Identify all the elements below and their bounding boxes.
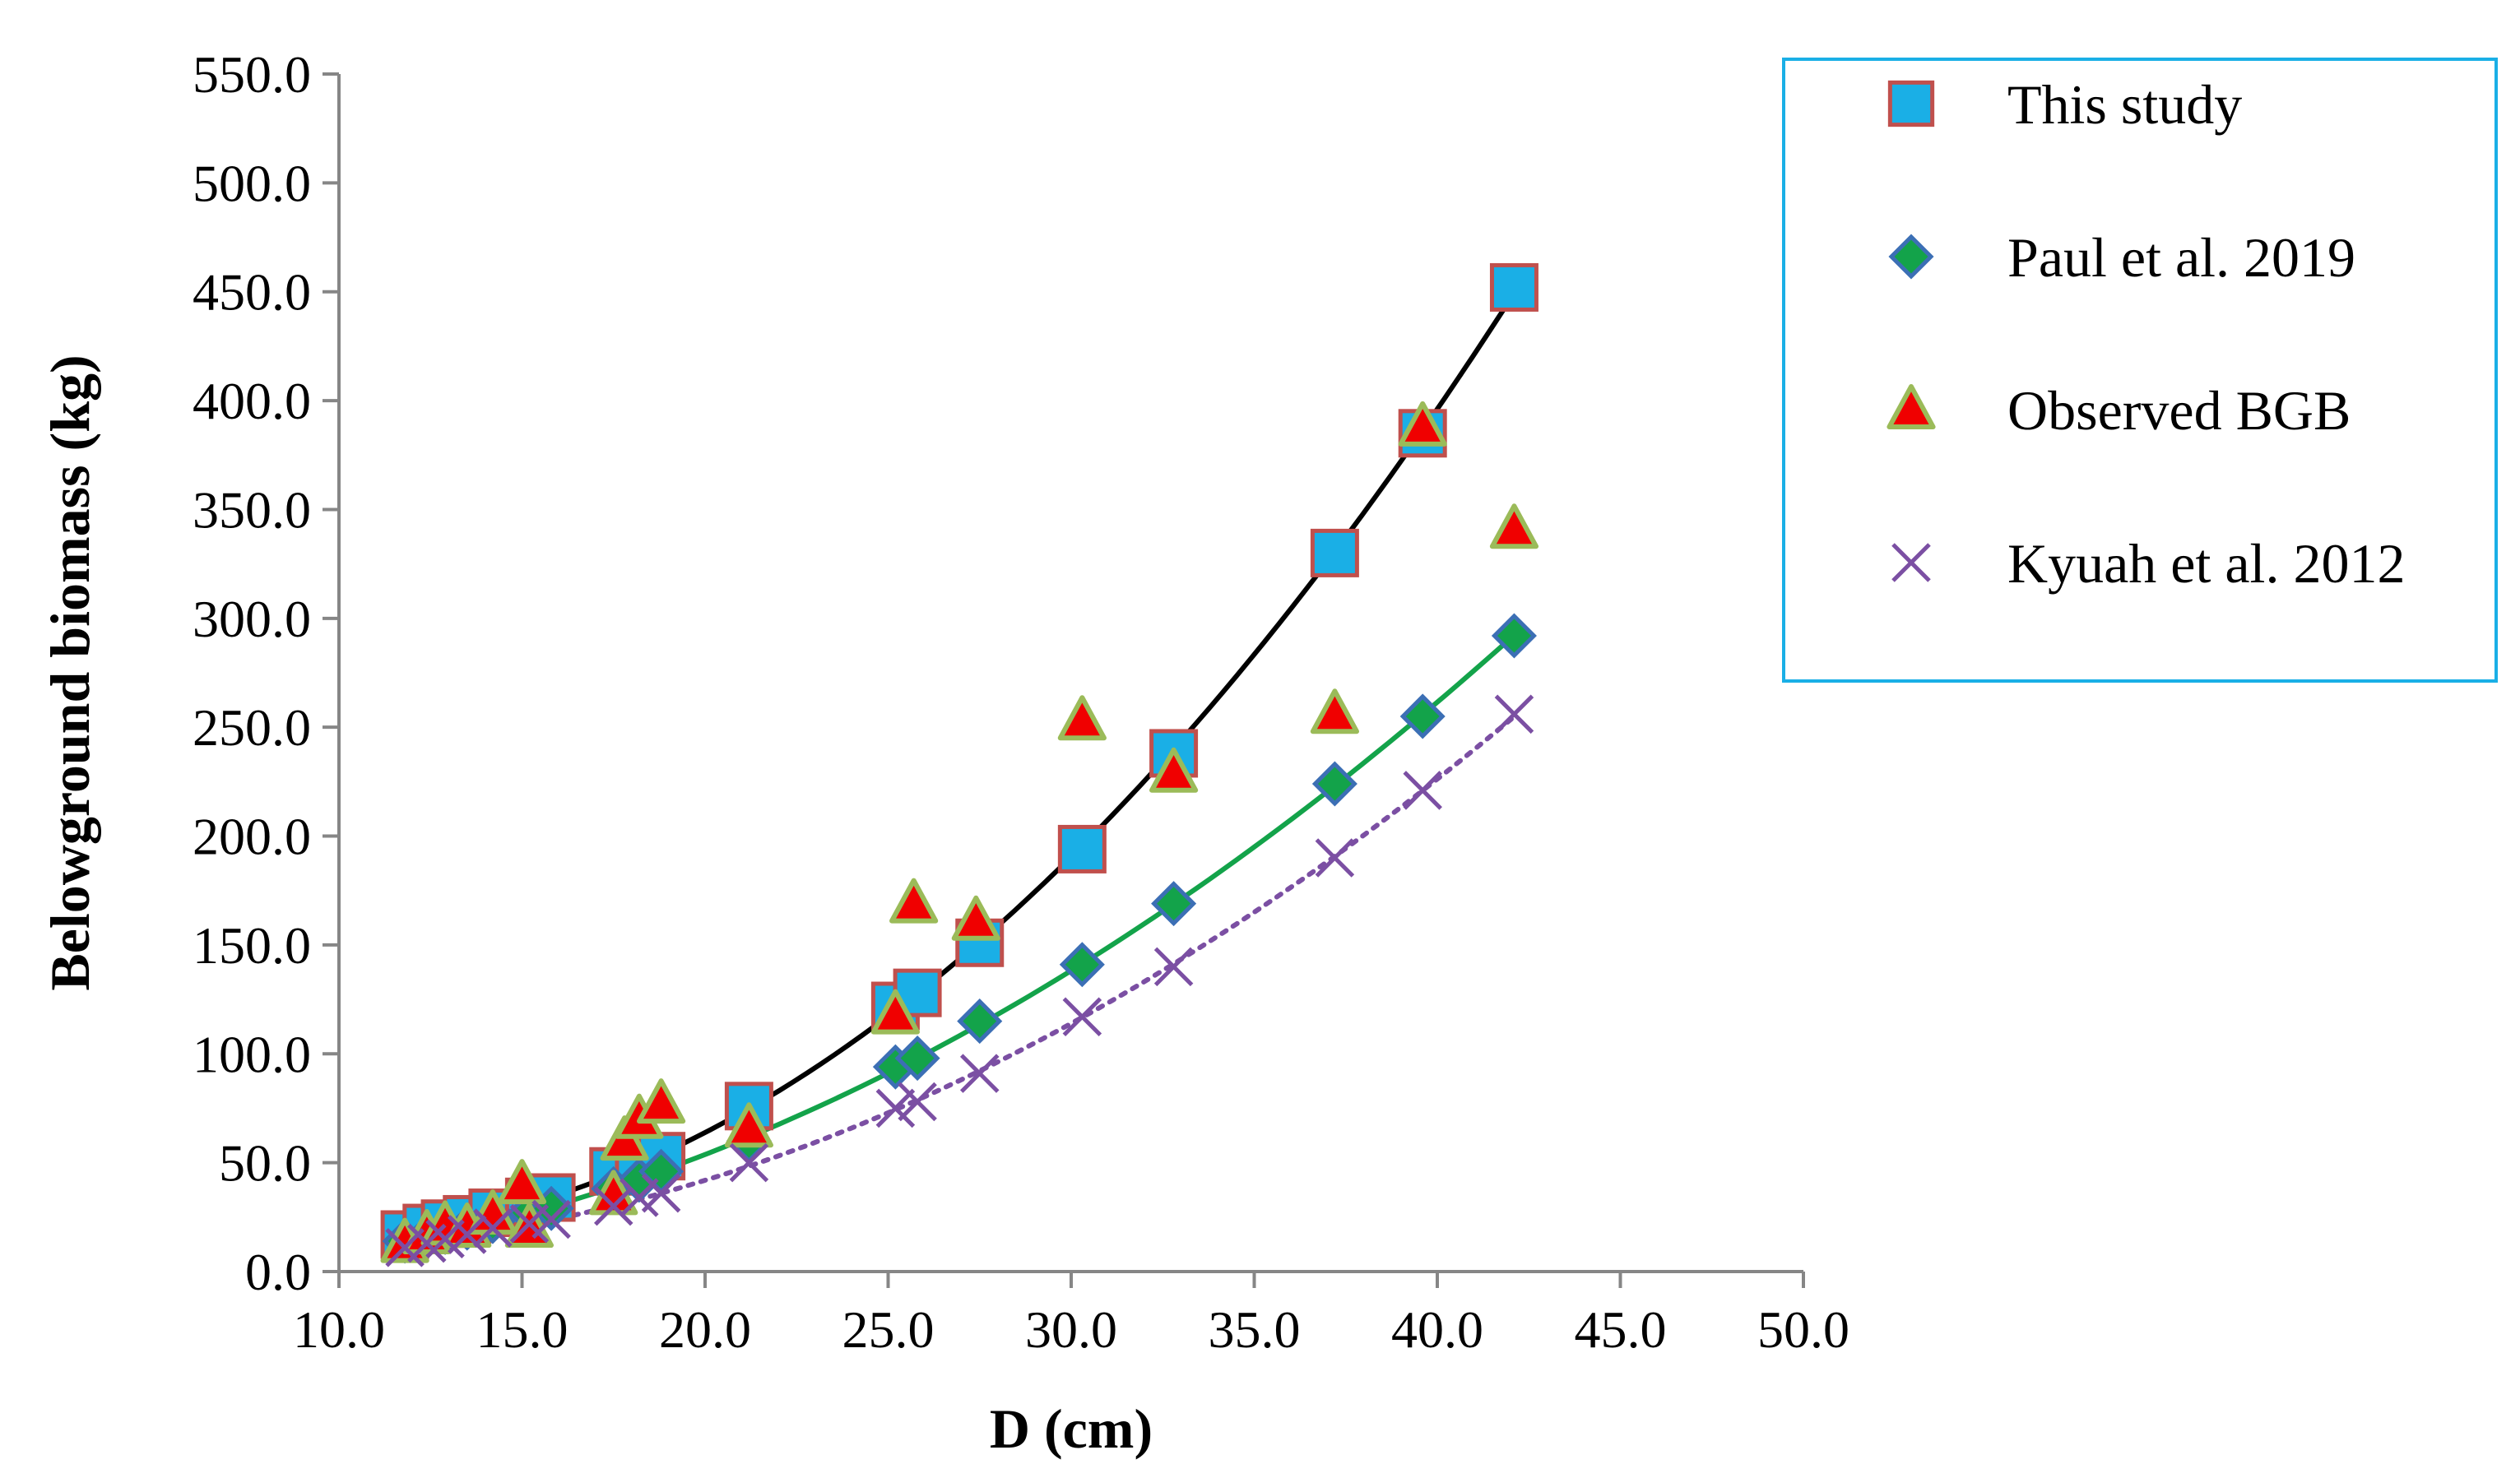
point-kyuah-et-al-2012 bbox=[729, 1142, 769, 1183]
point-this-study bbox=[1057, 824, 1107, 873]
point-observed-bgb bbox=[724, 1102, 773, 1148]
x-tick-label: 25.0 bbox=[842, 1300, 935, 1359]
x-tick-label: 50.0 bbox=[1757, 1300, 1849, 1359]
point-paul-et-al-2019 bbox=[1491, 613, 1537, 659]
point-paul-et-al-2019 bbox=[1311, 761, 1357, 807]
point-observed-bgb bbox=[1057, 695, 1107, 741]
x-axis-title: D (cm) bbox=[990, 1397, 1153, 1460]
point-kyuah-et-al-2012 bbox=[593, 1186, 633, 1226]
point-observed-bgb bbox=[1489, 503, 1539, 549]
point-paul-et-al-2019 bbox=[1059, 942, 1105, 988]
legend-marker-kyuah-et-al-2012 bbox=[1891, 543, 1931, 582]
legend-box bbox=[1782, 58, 2498, 683]
point-observed-bgb bbox=[1310, 688, 1359, 734]
legend-label-this-study: This study bbox=[2007, 73, 2242, 136]
point-observed-bgb bbox=[951, 895, 1000, 941]
point-observed-bgb bbox=[1149, 747, 1199, 793]
point-paul-et-al-2019 bbox=[1399, 693, 1446, 739]
point-kyuah-et-al-2012 bbox=[447, 1215, 487, 1254]
axes-layer bbox=[323, 72, 1805, 1288]
point-observed-bgb bbox=[889, 878, 939, 924]
y-tick-label: 500.0 bbox=[193, 154, 311, 212]
marker-layer bbox=[380, 262, 1539, 1267]
trendline-kyuah-et-al-2012 bbox=[402, 714, 1517, 1247]
point-kyuah-et-al-2012 bbox=[1494, 694, 1534, 734]
point-kyuah-et-al-2012 bbox=[1403, 771, 1442, 810]
y-tick-label: 250.0 bbox=[193, 698, 311, 757]
point-kyuah-et-al-2012 bbox=[473, 1208, 513, 1248]
x-tick-label: 30.0 bbox=[1025, 1300, 1117, 1359]
point-paul-et-al-2019 bbox=[894, 1036, 940, 1082]
y-tick-label: 300.0 bbox=[193, 590, 311, 648]
point-kyuah-et-al-2012 bbox=[641, 1173, 681, 1213]
x-tick-label: 40.0 bbox=[1391, 1300, 1483, 1359]
point-observed-bgb bbox=[497, 1159, 547, 1205]
point-paul-et-al-2019 bbox=[1151, 881, 1197, 927]
point-kyuah-et-al-2012 bbox=[1153, 947, 1194, 987]
point-kyuah-et-al-2012 bbox=[1315, 838, 1355, 878]
y-tick-label: 350.0 bbox=[193, 480, 311, 539]
point-kyuah-et-al-2012 bbox=[531, 1199, 571, 1239]
legend: This study Paul et al. 2019 Observed BGB Ky… bbox=[1782, 58, 2498, 683]
x-tick-label: 15.0 bbox=[476, 1300, 569, 1359]
point-observed-bgb bbox=[637, 1078, 686, 1124]
x-tick-label: 45.0 bbox=[1575, 1300, 1667, 1359]
point-observed-bgb bbox=[1398, 401, 1447, 447]
y-tick-label: 100.0 bbox=[193, 1025, 311, 1083]
point-observed-bgb bbox=[870, 989, 920, 1035]
y-tick-label: 200.0 bbox=[193, 808, 311, 866]
y-tick-label: 550.0 bbox=[193, 45, 311, 104]
y-axis-title: Belowground biomass (kg) bbox=[39, 354, 101, 990]
legend-label-kyuah-et-al-2012: Kyuah et al. 2012 bbox=[2007, 532, 2405, 595]
x-tick-label: 10.0 bbox=[293, 1300, 385, 1359]
legend-marker-this-study bbox=[1887, 80, 1935, 127]
point-kyuah-et-al-2012 bbox=[875, 1088, 916, 1128]
legend-label-paul-et-al-2019: Paul et al. 2019 bbox=[2007, 226, 2355, 289]
y-tick-label: 400.0 bbox=[193, 372, 311, 430]
trendline-layer bbox=[402, 291, 1517, 1247]
x-tick-label: 35.0 bbox=[1209, 1300, 1301, 1359]
y-tick-label: 150.0 bbox=[193, 916, 311, 975]
point-kyuah-et-al-2012 bbox=[898, 1082, 937, 1122]
x-tick-label: 20.0 bbox=[659, 1300, 751, 1359]
point-kyuah-et-al-2012 bbox=[959, 1054, 1000, 1093]
y-tick-label: 0.0 bbox=[245, 1243, 311, 1301]
legend-label-observed-bgb: Observed BGB bbox=[2007, 379, 2351, 442]
y-tick-label: 450.0 bbox=[193, 263, 311, 322]
y-tick-label: 50.0 bbox=[219, 1134, 311, 1193]
legend-marker-paul-et-al-2019 bbox=[1888, 234, 1934, 280]
point-paul-et-al-2019 bbox=[957, 998, 1003, 1045]
point-this-study bbox=[1489, 262, 1538, 312]
trendline-this-study bbox=[404, 291, 1517, 1233]
point-kyuah-et-al-2012 bbox=[1062, 997, 1102, 1037]
legend-marker-observed-bgb bbox=[1887, 384, 1936, 429]
point-this-study bbox=[1310, 528, 1359, 577]
label-layer: D (cm) Belowground biomass (kg) 0.0 50.0 1… bbox=[39, 45, 1849, 1460]
